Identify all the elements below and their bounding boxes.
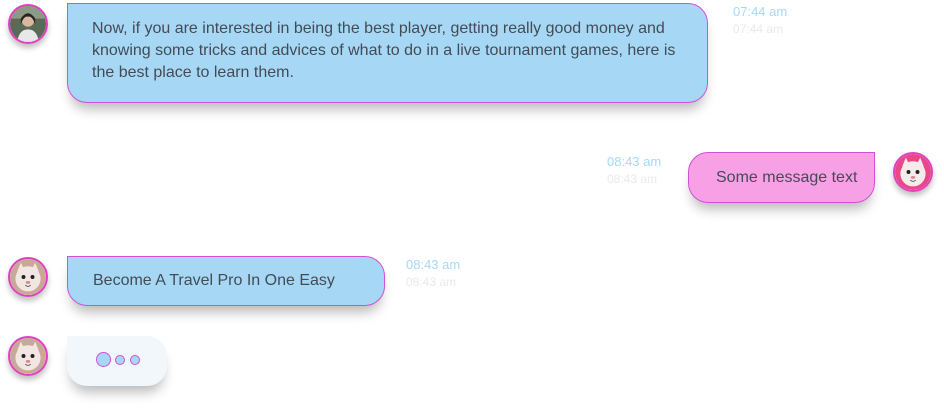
cat-avatar[interactable] xyxy=(893,152,933,192)
message-time-echo-2: 08:43 am xyxy=(607,172,658,186)
cat-avatar-icon xyxy=(10,338,46,374)
typing-dot-3 xyxy=(130,355,140,365)
cat-avatar-icon xyxy=(10,259,46,295)
message-time-2: 08:43 am xyxy=(607,154,662,169)
cat-avatar[interactable] xyxy=(8,336,48,376)
typing-indicator-bubble xyxy=(67,336,167,386)
cat-avatar-icon xyxy=(895,154,931,190)
message-time-3: 08:43 am xyxy=(406,257,461,272)
message-time-echo-1: 07:44 am xyxy=(733,22,784,36)
woman-avatar-icon xyxy=(10,6,46,42)
message-time-echo-3: 08:43 am xyxy=(406,275,457,289)
typing-dot-2 xyxy=(115,355,125,365)
message-bubble-2[interactable]: Some message text xyxy=(688,152,875,203)
message-bubble-1[interactable]: Now, if you are interested in being the … xyxy=(67,3,708,103)
woman-avatar[interactable] xyxy=(8,4,48,44)
cat-avatar[interactable] xyxy=(8,257,48,297)
message-text-2: Some message text xyxy=(716,169,858,186)
message-bubble-3[interactable]: Become A Travel Pro In One Easy xyxy=(67,256,385,306)
message-text-3: Become A Travel Pro In One Easy xyxy=(93,272,335,289)
typing-dot-1 xyxy=(96,352,111,367)
message-text-1: Now, if you are interested in being the … xyxy=(92,20,676,81)
message-time-1: 07:44 am xyxy=(733,4,788,19)
